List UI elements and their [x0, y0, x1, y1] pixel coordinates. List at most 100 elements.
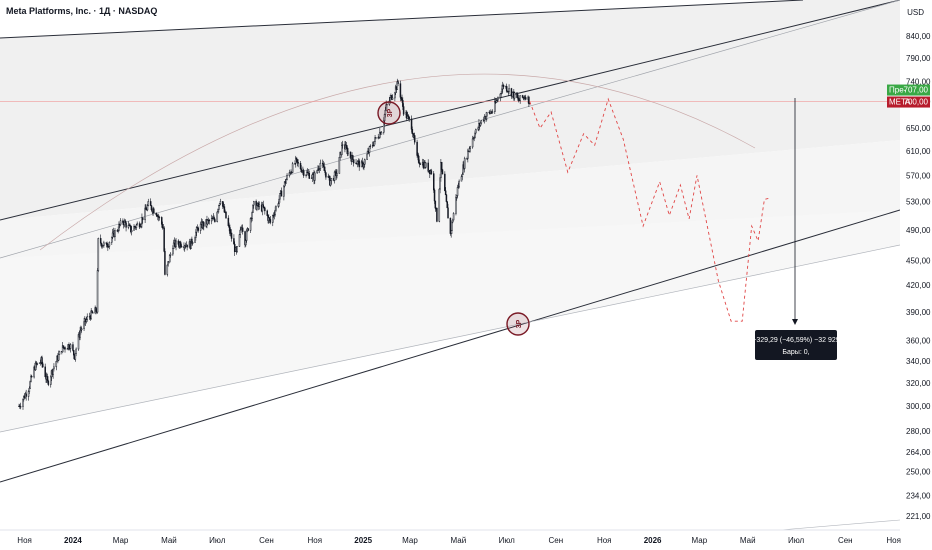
candle [491, 109, 494, 114]
candle [528, 96, 530, 107]
lower-trendline[interactable] [0, 209, 900, 483]
price-tick-label: 280,00 [906, 427, 931, 436]
price-tick-label: 570,00 [906, 171, 931, 180]
candle [262, 200, 265, 208]
candle [425, 162, 427, 169]
candle [297, 159, 299, 168]
candle [510, 87, 513, 99]
candle [274, 206, 276, 217]
candle [302, 168, 305, 178]
candle [172, 245, 174, 256]
price-tick-label: 340,00 [906, 357, 931, 366]
candle [433, 188, 436, 205]
candle [249, 217, 252, 233]
candle [22, 398, 24, 410]
candle [19, 402, 22, 410]
candle [368, 145, 371, 157]
bottom-right-line[interactable] [779, 519, 900, 530]
candle [467, 148, 469, 163]
candles-group [18, 78, 531, 410]
arc-curve[interactable] [39, 73, 756, 251]
candle [338, 156, 341, 174]
candle [216, 211, 219, 223]
candle [144, 204, 146, 224]
upper-parallel-line[interactable] [0, 0, 900, 259]
candle [380, 130, 383, 135]
candle [440, 161, 443, 172]
candle [149, 198, 152, 206]
candle [30, 374, 32, 383]
candle [519, 95, 521, 104]
lower-parallel-line[interactable] [0, 244, 900, 433]
candle [258, 201, 261, 210]
candle [455, 194, 457, 216]
candle [256, 202, 258, 212]
measure-tool[interactable]: −329,29 (−46,59%) −32 929 Бары: 0, [752, 97, 840, 360]
pivot-top-marker[interactable]: 3Р [377, 101, 401, 125]
date-tick-label: Июл [209, 536, 226, 545]
candle [164, 248, 166, 276]
date-tick-label: 2026 [644, 536, 662, 545]
candle [97, 237, 100, 273]
candle [366, 150, 368, 161]
candle [114, 228, 116, 241]
pivot-bottom-marker[interactable]: 3Р [506, 312, 530, 336]
candle [64, 346, 66, 353]
candle [168, 254, 171, 263]
date-tick-label: Сен [838, 536, 853, 545]
candle [384, 106, 387, 118]
candle [319, 159, 322, 172]
chart-title: Meta Platforms, Inc. · 1Д · NASDAQ [6, 6, 158, 16]
candle [451, 220, 453, 234]
candle [218, 204, 220, 213]
candle [241, 224, 244, 235]
candle [434, 200, 437, 212]
candle [279, 193, 281, 203]
candle [191, 236, 193, 247]
pivot-bottom-label: 3Р [516, 319, 523, 328]
candle [436, 207, 438, 223]
candle [430, 168, 433, 175]
candle [480, 120, 483, 125]
price-axis[interactable]: 840,00 790,00 740,00 700,00 650,00 610,00 570,… [906, 32, 931, 521]
candle [69, 343, 72, 353]
candle [352, 159, 355, 167]
candle [28, 386, 31, 394]
candle [416, 139, 418, 158]
candle [311, 172, 314, 183]
price-tick-label: 250,00 [906, 468, 931, 477]
candle [227, 215, 230, 227]
candle [399, 80, 402, 102]
price-tick-label: 300,00 [906, 402, 931, 411]
candle [524, 94, 527, 101]
trend-lines[interactable] [0, 0, 900, 530]
candle [471, 135, 474, 149]
upper-trendline[interactable] [0, 0, 900, 221]
candle [364, 158, 366, 168]
candle [475, 128, 477, 135]
price-tick-label: 420,00 [906, 281, 931, 290]
date-axis[interactable]: Ноя 2024 Мар Май Июл Сен Ноя 2025 Мар Май Июл Сен Но… [17, 536, 901, 545]
candle [150, 205, 153, 212]
candle [58, 350, 61, 355]
candle [169, 252, 172, 258]
measure-box [755, 330, 837, 360]
candle [210, 214, 213, 225]
candle [349, 151, 352, 160]
candle [497, 96, 499, 103]
candle [341, 140, 344, 149]
candle [77, 332, 80, 351]
date-tick-label: Мар [692, 536, 708, 545]
top-trendline[interactable] [0, 0, 804, 39]
candle [286, 173, 288, 181]
candle [441, 168, 444, 175]
candle [111, 236, 113, 246]
pre-market-tag-label: Пре- [889, 86, 907, 95]
candle [195, 226, 198, 236]
candle [283, 184, 285, 201]
candle [341, 142, 343, 158]
candle [111, 228, 114, 239]
date-tick-label: Июл [499, 536, 516, 545]
